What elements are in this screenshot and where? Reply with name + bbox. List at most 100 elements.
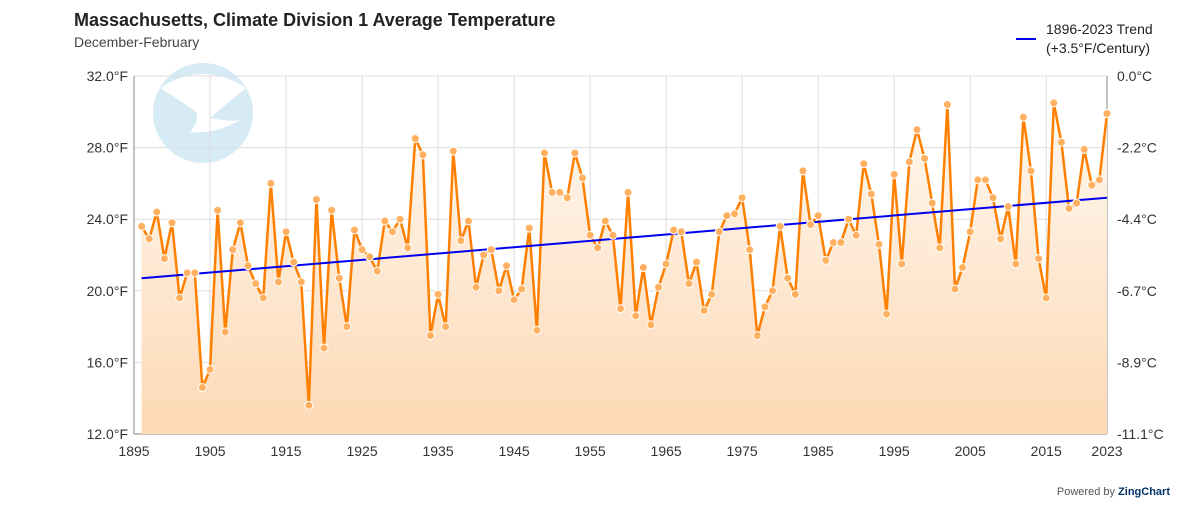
data-point bbox=[137, 221, 147, 231]
data-point bbox=[235, 218, 245, 228]
data-point bbox=[357, 245, 367, 255]
data-point bbox=[973, 175, 983, 185]
data-point bbox=[251, 279, 261, 289]
x-tick-label: 1915 bbox=[270, 443, 301, 459]
data-point bbox=[441, 322, 451, 332]
data-point bbox=[418, 150, 428, 160]
chart-title: Massachusetts, Climate Division 1 Averag… bbox=[74, 10, 556, 30]
data-point bbox=[745, 245, 755, 255]
data-point bbox=[304, 400, 314, 410]
data-point bbox=[608, 230, 618, 240]
data-point bbox=[882, 309, 892, 319]
data-point bbox=[722, 211, 732, 221]
data-point bbox=[585, 230, 595, 240]
data-point bbox=[456, 236, 466, 246]
data-point bbox=[600, 216, 610, 226]
data-point bbox=[844, 214, 854, 224]
data-point bbox=[1041, 293, 1051, 303]
data-point bbox=[395, 214, 405, 224]
data-point bbox=[676, 227, 686, 237]
data-point bbox=[463, 216, 473, 226]
noaa-logo-bird bbox=[160, 74, 246, 133]
data-point bbox=[289, 257, 299, 267]
powered-by[interactable]: Powered by ZingChart bbox=[1056, 486, 1170, 498]
noaa-logo: NOAA bbox=[153, 63, 253, 163]
data-point bbox=[692, 257, 702, 267]
data-point bbox=[403, 243, 413, 253]
data-point bbox=[737, 193, 747, 203]
data-point bbox=[342, 322, 352, 332]
data-point bbox=[927, 198, 937, 208]
data-point bbox=[577, 173, 587, 183]
data-point bbox=[616, 304, 625, 314]
data-point bbox=[197, 382, 207, 392]
data-point bbox=[1026, 166, 1036, 176]
data-point bbox=[593, 243, 603, 253]
legend[interactable]: 1896-2023 Trend (+3.5°F/Century) bbox=[1016, 20, 1153, 58]
data-point bbox=[851, 230, 861, 240]
data-point bbox=[349, 225, 359, 235]
data-point bbox=[517, 284, 527, 294]
data-point bbox=[319, 343, 329, 353]
y-tick-label-right: 0.0°C bbox=[1117, 68, 1152, 84]
data-point bbox=[243, 261, 253, 271]
data-point bbox=[273, 277, 283, 287]
data-point bbox=[327, 205, 337, 215]
data-point bbox=[699, 305, 709, 315]
data-point bbox=[783, 273, 793, 283]
data-point bbox=[159, 254, 169, 264]
legend-label-trend: 1896-2023 Trend bbox=[1046, 21, 1153, 37]
legend-label-trend-rate: (+3.5°F/Century) bbox=[1046, 40, 1151, 56]
data-point bbox=[570, 148, 580, 158]
data-point bbox=[798, 166, 808, 176]
data-point bbox=[980, 175, 990, 185]
x-tick-label: 1985 bbox=[803, 443, 834, 459]
x-tick-label: 1935 bbox=[422, 443, 453, 459]
data-point bbox=[1011, 259, 1021, 269]
y-tick-label-left: 28.0°F bbox=[87, 140, 128, 156]
data-point bbox=[874, 239, 884, 249]
data-point bbox=[471, 282, 481, 292]
data-point bbox=[296, 277, 306, 287]
series-line bbox=[140, 102, 1109, 406]
data-point bbox=[958, 263, 968, 273]
data-point bbox=[935, 243, 945, 253]
data-point bbox=[942, 100, 952, 110]
data-point bbox=[494, 286, 504, 296]
data-point bbox=[258, 293, 268, 303]
data-point bbox=[486, 245, 496, 255]
data-point bbox=[167, 218, 177, 228]
data-point bbox=[387, 227, 397, 237]
data-point bbox=[144, 234, 154, 244]
data-point bbox=[920, 153, 930, 163]
data-point bbox=[889, 169, 899, 179]
zingchart-brand: ZingChart bbox=[1118, 486, 1170, 498]
data-point bbox=[1072, 198, 1082, 208]
data-point bbox=[836, 237, 846, 247]
data-point bbox=[365, 252, 375, 262]
x-tick-label: 1995 bbox=[879, 443, 910, 459]
y-tick-label-right: -6.7°C bbox=[1117, 283, 1157, 299]
x-tick-label: 1975 bbox=[727, 443, 758, 459]
y-tick-label-right: -8.9°C bbox=[1117, 354, 1157, 370]
x-tick-label: 1925 bbox=[346, 443, 377, 459]
data-point bbox=[1094, 175, 1104, 185]
data-point bbox=[806, 220, 816, 230]
data-point bbox=[760, 302, 770, 312]
noaa-logo-circle bbox=[153, 63, 253, 163]
x-tick-label: 1945 bbox=[499, 443, 530, 459]
y-tick-label-right: -4.4°C bbox=[1117, 211, 1157, 227]
data-point bbox=[509, 295, 519, 305]
data-point bbox=[790, 289, 800, 299]
data-point bbox=[380, 216, 390, 226]
data-point bbox=[532, 325, 542, 335]
data-point bbox=[372, 266, 382, 276]
data-point bbox=[501, 261, 511, 271]
data-point bbox=[768, 286, 778, 296]
data-point bbox=[904, 157, 914, 167]
data-point bbox=[410, 134, 420, 144]
y-tick-label-right: -2.2°C bbox=[1117, 140, 1157, 156]
data-point bbox=[334, 273, 344, 283]
data-point bbox=[821, 255, 831, 265]
data-point bbox=[996, 234, 1006, 244]
